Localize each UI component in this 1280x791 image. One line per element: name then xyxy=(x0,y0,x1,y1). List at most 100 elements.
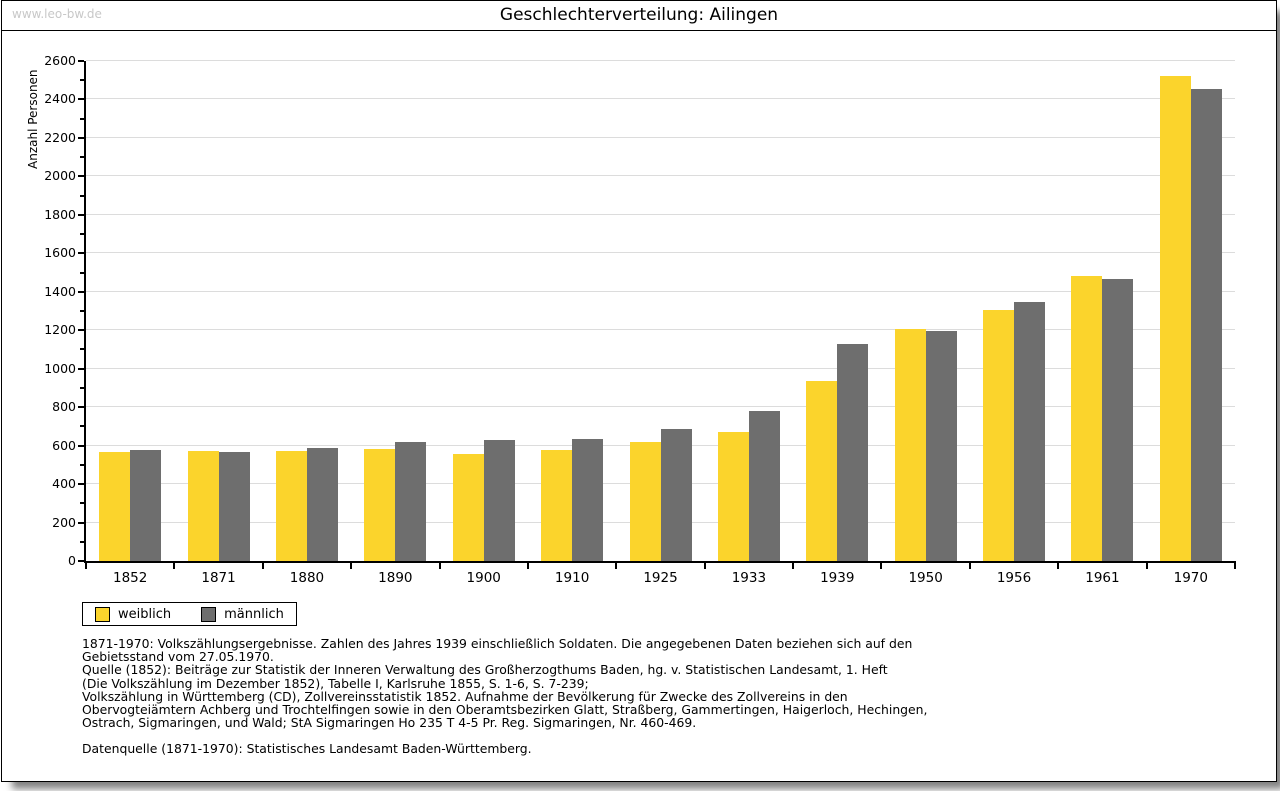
bar-weiblich-1871 xyxy=(187,451,219,561)
bar-maennlich-1939 xyxy=(837,344,869,561)
watermark: www.leo-bw.de xyxy=(12,7,102,21)
y-axis-tick-label: 200 xyxy=(52,514,76,530)
x-axis-tick xyxy=(792,561,795,569)
gridline xyxy=(86,136,1235,138)
bar-maennlich-1925 xyxy=(660,429,692,561)
x-axis-tick xyxy=(968,561,971,569)
x-axis-label: 1961 xyxy=(1085,570,1120,586)
bar-maennlich-1950 xyxy=(925,330,957,561)
y-axis-tick xyxy=(78,175,84,178)
y-axis-minor-tick xyxy=(80,425,84,428)
y-axis-tick xyxy=(78,213,84,216)
y-axis-minor-tick xyxy=(80,463,84,466)
x-axis-tick xyxy=(173,561,176,569)
y-axis-tick xyxy=(78,444,84,447)
bar-chart-plot-area: 0 200 400 600 800 1000 1200 1400 1600 1800 2000 220… xyxy=(44,53,1236,586)
bar-weiblich-1852 xyxy=(99,452,131,561)
x-axis-tick xyxy=(350,561,353,569)
x-axis-label: 1880 xyxy=(289,570,325,586)
gridline xyxy=(86,290,1235,292)
gridline xyxy=(86,252,1235,254)
y-axis-tick-label: 600 xyxy=(52,437,76,453)
chart-title: Geschlechterverteilung: Ailingen xyxy=(499,5,779,25)
y-axis-tick xyxy=(78,560,84,562)
y-axis-tick-label: 2600 xyxy=(44,53,76,68)
x-axis-tick xyxy=(1145,561,1148,569)
bar-maennlich-1900 xyxy=(483,439,515,561)
bar-maennlich-1890 xyxy=(395,441,427,561)
footnote-line: Quelle (1852): Beiträge zur Statistik de… xyxy=(82,662,888,678)
y-axis-tick xyxy=(78,329,84,332)
gridline xyxy=(86,60,1235,61)
footnote-block: 1871-1970: Volkszählungsergebnisse. Zahl… xyxy=(82,637,927,731)
y-axis-title: Anzahl Personen xyxy=(26,69,40,169)
bar-maennlich-1961 xyxy=(1102,278,1134,561)
y-axis-tick-label: 2200 xyxy=(44,129,76,145)
bar-maennlich-1910 xyxy=(572,439,604,561)
gridline xyxy=(86,175,1235,177)
bar-weiblich-1925 xyxy=(629,442,661,561)
bar-maennlich-1880 xyxy=(306,447,338,561)
data-source-line: Datenquelle (1871-1970): Statistisches L… xyxy=(82,741,532,756)
y-axis-tick-label: 800 xyxy=(52,399,76,415)
y-axis-tick-label: 0 xyxy=(68,553,76,568)
y-axis-minor-tick xyxy=(80,540,84,543)
bar-weiblich-1933 xyxy=(717,431,749,561)
legend-label: männlich xyxy=(224,606,284,622)
legend-swatch-weiblich xyxy=(95,606,110,622)
y-axis-tick-label: 2000 xyxy=(44,168,76,184)
x-axis-tick xyxy=(261,561,264,569)
x-axis-label: 1871 xyxy=(201,570,236,586)
y-axis-minor-tick xyxy=(80,156,84,159)
legend-label: weiblich xyxy=(118,606,172,622)
gridline xyxy=(86,406,1235,408)
bar-maennlich-1933 xyxy=(748,410,780,561)
bar-maennlich-1956 xyxy=(1014,301,1046,561)
bar-weiblich-1910 xyxy=(541,450,573,561)
bar-maennlich-1852 xyxy=(130,450,162,561)
y-axis-minor-tick xyxy=(80,386,84,389)
footnote-line: Ostrach, Sigmaringen, und Wald; StA Sigm… xyxy=(82,715,697,731)
x-axis-label: 1950 xyxy=(908,570,943,586)
gridline xyxy=(86,98,1235,100)
y-axis-minor-tick xyxy=(80,194,84,197)
x-axis-label: 1933 xyxy=(731,570,767,586)
y-axis-tick-label: 2400 xyxy=(44,91,76,107)
x-axis-tick xyxy=(1057,561,1060,569)
y-axis-minor-tick xyxy=(80,310,84,312)
x-axis-tick xyxy=(85,561,87,569)
y-axis-minor-tick xyxy=(80,348,84,351)
y-axis-tick-label: 1800 xyxy=(44,206,76,222)
title-separator-line xyxy=(2,30,1276,31)
x-axis-label: 1890 xyxy=(378,570,413,586)
gridline xyxy=(86,367,1235,369)
y-axis-tick xyxy=(78,98,84,101)
x-axis-tick xyxy=(526,561,529,569)
bar-weiblich-1956 xyxy=(983,309,1015,561)
x-axis-tick xyxy=(880,561,883,569)
x-axis-tick xyxy=(1234,561,1236,569)
bar-weiblich-1961 xyxy=(1071,276,1103,561)
chart-legend: weiblich männlich xyxy=(82,602,297,626)
x-axis-tick xyxy=(615,561,618,569)
y-axis-minor-tick xyxy=(80,502,84,505)
y-axis-tick xyxy=(78,136,84,139)
x-axis-label: 1939 xyxy=(820,570,855,586)
y-axis-tick xyxy=(78,367,84,370)
y-axis-minor-tick xyxy=(80,271,84,274)
y-axis-tick xyxy=(78,60,84,62)
y-axis-tick-label: 1000 xyxy=(44,360,76,376)
y-axis-minor-tick xyxy=(80,79,84,82)
x-axis-label: 1925 xyxy=(643,570,678,586)
y-axis-tick xyxy=(78,483,84,486)
y-axis-tick-label: 1200 xyxy=(44,322,76,338)
y-axis-tick xyxy=(78,252,84,255)
bar-maennlich-1871 xyxy=(218,451,250,561)
x-axis-label: 1970 xyxy=(1173,570,1208,586)
y-axis-tick-label: 400 xyxy=(52,476,76,492)
gridline xyxy=(86,329,1235,331)
footnote-line: Gebietsstand vom 27.05.1970. xyxy=(82,649,274,665)
footnote-line: (Die Volkszählung im Dezember 1852), Tab… xyxy=(82,675,589,691)
bar-maennlich-1970 xyxy=(1190,89,1222,561)
